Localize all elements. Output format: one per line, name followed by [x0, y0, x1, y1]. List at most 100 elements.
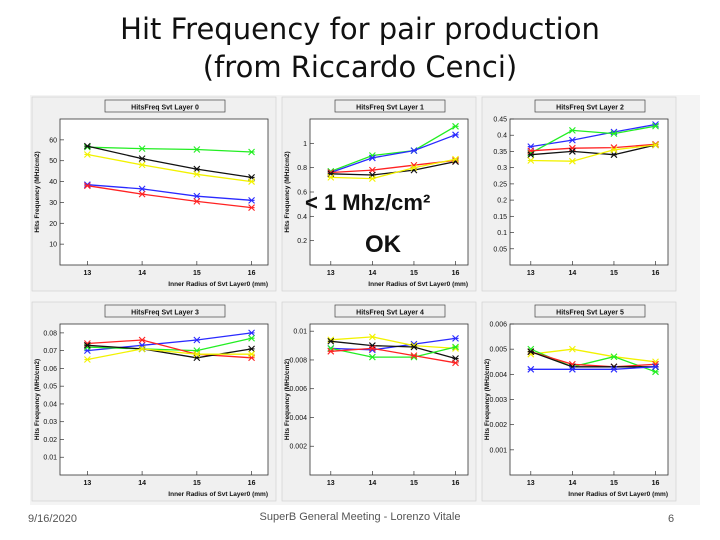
x-tick-label: 16: [652, 270, 660, 277]
x-tick-label: 14: [368, 270, 376, 277]
y-tick-label: 0.35: [493, 149, 507, 156]
data-point: [410, 343, 418, 351]
y-tick-label: 0.8: [297, 165, 307, 172]
y-tick-label: 0.03: [43, 419, 57, 426]
chart-title: HitsFreq Svt Layer 3: [131, 310, 199, 317]
x-tick-label: 13: [527, 480, 535, 487]
data-point: [368, 154, 376, 162]
y-tick-label: 0.006: [289, 386, 307, 393]
series-line-blue: [530, 123, 656, 148]
y-tick-label: 0.25: [493, 181, 507, 188]
data-point: [138, 190, 146, 198]
series-line-black: [330, 340, 456, 360]
y-tick-label: 0.6: [297, 190, 307, 197]
series-line-black: [530, 144, 656, 156]
series-line-green: [87, 337, 252, 352]
chart-title: HitsFreq Svt Layer 2: [556, 105, 624, 112]
data-point: [610, 130, 618, 137]
data-point: [452, 155, 459, 163]
plot-area: [509, 323, 669, 476]
chart-title-box: [334, 99, 446, 113]
x-tick-label: 14: [568, 480, 576, 487]
data-point: [652, 363, 659, 371]
series-line-green: [330, 346, 456, 358]
y-tick-label: 0.4: [497, 133, 507, 140]
data-point: [610, 151, 618, 159]
data-point: [368, 345, 376, 352]
series-line-red: [330, 347, 456, 364]
chart-title-box: [534, 304, 646, 318]
chart-title: HitsFreq Svt Layer 0: [131, 105, 199, 112]
chart-panel-2: HitsFreq Svt Layer 2 0.05 0.1 0.15 0.2 0.25 0.…: [481, 96, 677, 292]
x-tick-label: 16: [452, 480, 460, 487]
data-point: [452, 343, 459, 351]
series-line-yellow: [530, 348, 656, 363]
series-line-yellow: [330, 158, 456, 180]
x-axis-label: Inner Radius of Svt Layer0 (mm): [168, 491, 268, 498]
data-point: [193, 350, 201, 358]
data-point: [527, 365, 535, 373]
data-point: [248, 178, 255, 185]
y-tick-label: 10: [49, 242, 57, 249]
data-point: [368, 166, 376, 174]
chart-panel-0: HitsFreq Svt Layer 0 10 20 30 40 50 60 13 14 15 16…: [31, 96, 277, 292]
chart-title-box: [104, 304, 226, 318]
data-point: [83, 142, 91, 150]
data-point: [327, 347, 335, 355]
data-point: [527, 151, 535, 159]
chart-title-box: [534, 99, 646, 113]
series-line-black: [87, 344, 252, 359]
chart-panel-4: HitsFreq Svt Layer 4 0.002 0.004 0.006 0.008…: [281, 301, 477, 502]
data-point: [83, 151, 91, 158]
annotation-limit: < 1 Mhz/cm²: [305, 190, 430, 215]
y-tick-label: 60: [49, 137, 57, 144]
series-line-green: [330, 125, 456, 172]
x-tick-label: 14: [138, 480, 146, 487]
data-point: [327, 174, 335, 181]
chart-panel-5: HitsFreq Svt Layer 5 0.001 0.002 0.003 0.004…: [481, 301, 677, 502]
data-point: [568, 148, 576, 155]
y-tick-label: 0.3: [497, 165, 507, 172]
data-point: [193, 170, 201, 178]
footer-date: 9/16/2020: [28, 513, 77, 525]
data-point: [452, 359, 459, 367]
series-line-yellow: [87, 348, 252, 361]
data-point: [138, 336, 146, 344]
annotation-ok: OK: [365, 231, 402, 258]
y-tick-label: 1: [303, 141, 307, 148]
data-point: [248, 329, 255, 337]
y-tick-label: 0.01: [293, 329, 307, 336]
x-tick-label: 16: [652, 480, 660, 487]
data-point: [410, 352, 418, 360]
data-point: [327, 337, 335, 345]
chart-panel-1: HitsFreq Svt Layer 1 0.2 0.4 0.6 0.8 1 13 14 15 1…: [281, 96, 477, 292]
data-point: [368, 342, 376, 349]
y-tick-label: 0.15: [493, 214, 507, 221]
y-axis-label: Hits Frequency (MHz/cm2): [484, 359, 491, 440]
x-tick-label: 15: [410, 270, 418, 277]
series-line-red: [530, 143, 656, 152]
chart-title: HitsFreq Svt Layer 4: [356, 310, 424, 317]
y-tick-label: 0.2: [497, 198, 507, 205]
data-point: [248, 350, 255, 358]
series-line-yellow: [530, 144, 656, 162]
x-tick-label: 16: [248, 480, 256, 487]
data-point: [410, 164, 418, 172]
series-line-black: [530, 351, 656, 368]
plot-area: [309, 118, 469, 266]
series-line-green: [530, 125, 656, 154]
chart-panel-3: HitsFreq Svt Layer 3 0.01 0.02 0.03 0.04 0.05…: [31, 301, 277, 502]
chart-title-box: [104, 99, 226, 113]
panels: HitsFreq Svt Layer 0 10 20 30 40 50 60 13 14 15 16…: [31, 96, 677, 502]
data-point: [138, 345, 146, 353]
y-tick-label: 0.05: [43, 384, 57, 391]
slide-title-line2: (from Riccardo Cenci): [202, 50, 518, 84]
x-tick-label: 15: [610, 480, 618, 487]
series-line-yellow: [330, 336, 456, 350]
series-line-black: [87, 145, 252, 179]
x-tick-label: 14: [368, 480, 376, 487]
y-tick-label: 50: [49, 158, 57, 165]
y-tick-label: 0.07: [43, 348, 57, 355]
y-tick-label: 0.08: [43, 330, 57, 337]
data-point: [527, 157, 535, 164]
